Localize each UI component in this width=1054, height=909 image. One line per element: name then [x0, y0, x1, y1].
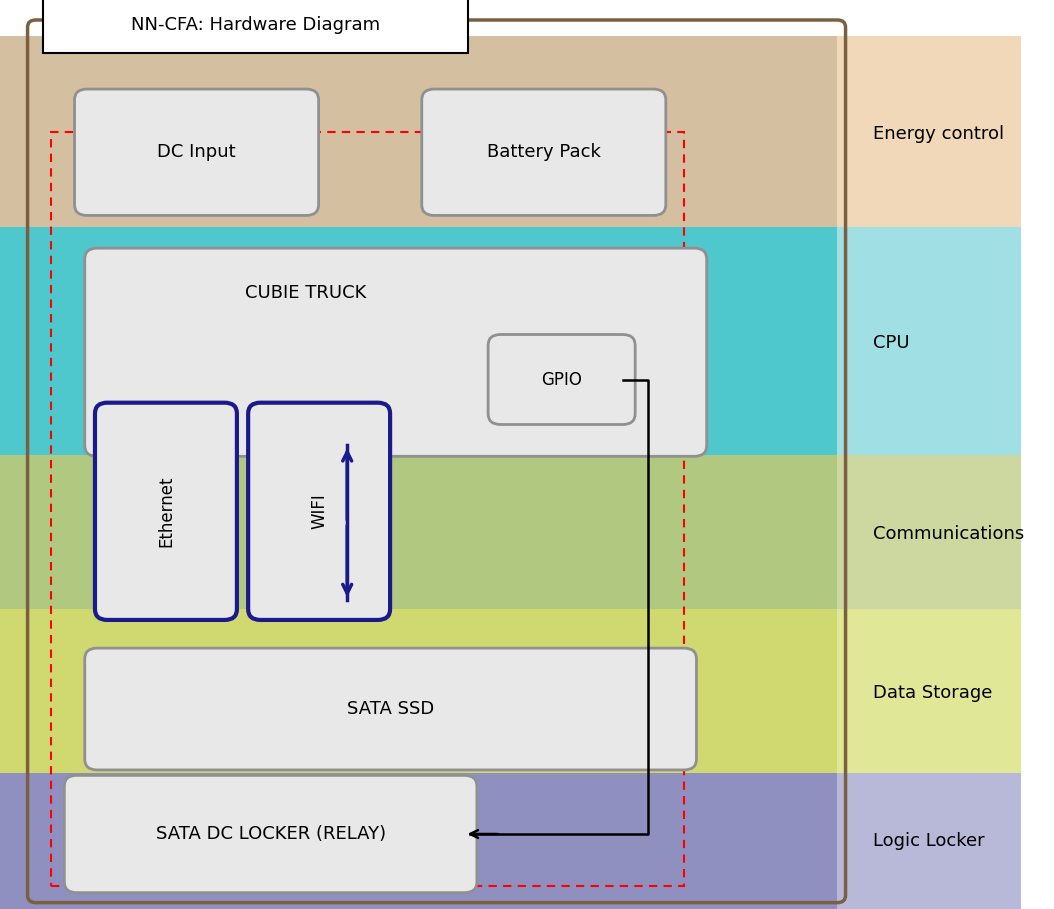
Text: CUBIE TRUCK: CUBIE TRUCK: [246, 284, 367, 302]
Text: SATA DC LOCKER (RELAY): SATA DC LOCKER (RELAY): [156, 825, 386, 843]
Text: Energy control: Energy control: [873, 125, 1004, 143]
FancyBboxPatch shape: [488, 335, 636, 425]
Text: Battery Pack: Battery Pack: [487, 144, 601, 161]
Text: Data Storage: Data Storage: [873, 684, 993, 702]
Text: NN-CFA: Hardware Diagram: NN-CFA: Hardware Diagram: [131, 16, 379, 34]
Bar: [0, 609, 837, 777]
FancyBboxPatch shape: [248, 403, 390, 620]
Bar: [0, 454, 837, 614]
FancyBboxPatch shape: [84, 648, 697, 770]
Bar: [0, 773, 837, 909]
Text: DC Input: DC Input: [157, 144, 236, 161]
FancyBboxPatch shape: [84, 248, 706, 456]
Bar: [0, 36, 1021, 232]
FancyBboxPatch shape: [43, 0, 468, 53]
Bar: [0, 36, 837, 232]
FancyBboxPatch shape: [422, 89, 666, 215]
Text: CPU: CPU: [873, 335, 910, 352]
Bar: [51, 132, 684, 886]
Text: WIFI: WIFI: [310, 494, 328, 529]
Bar: [0, 609, 1021, 777]
Text: GPIO: GPIO: [541, 371, 582, 388]
Text: SATA SSD: SATA SSD: [347, 700, 434, 718]
Bar: [0, 454, 1021, 614]
Text: Communications: Communications: [873, 525, 1024, 543]
Bar: [0, 227, 837, 459]
FancyBboxPatch shape: [95, 403, 237, 620]
Bar: [0, 227, 1021, 459]
Text: Logic Locker: Logic Locker: [873, 832, 984, 850]
FancyBboxPatch shape: [75, 89, 318, 215]
Text: Ethernet: Ethernet: [157, 475, 175, 547]
Bar: [46, 0, 465, 30]
FancyBboxPatch shape: [64, 775, 476, 893]
Bar: [0, 773, 1021, 909]
